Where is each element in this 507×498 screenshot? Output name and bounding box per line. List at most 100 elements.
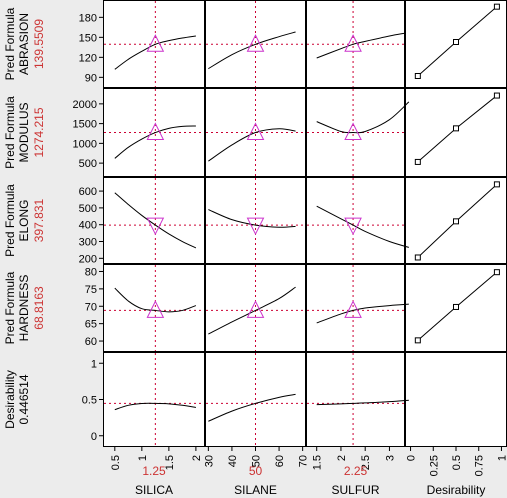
- desirability-handle[interactable]: [414, 254, 421, 261]
- optimum-marker: [246, 122, 265, 141]
- x-tick-label: 40: [227, 455, 239, 467]
- y-tick-label: 180: [79, 12, 97, 24]
- response-name: HARDNESS: [17, 275, 31, 342]
- y-tick-label: 500: [79, 203, 97, 215]
- y-tick-label: 300: [79, 237, 97, 249]
- plot-panel[interactable]: [103, 264, 205, 352]
- profile-curve: [114, 287, 197, 313]
- response-label: Pred Formula: [3, 271, 17, 344]
- optimum-marker: [344, 300, 362, 318]
- y-tick-label: 600: [79, 186, 97, 198]
- y-tick-label: 0.5: [82, 395, 97, 407]
- response-name: MODULUS: [17, 102, 31, 162]
- y-tick-label: 500: [79, 158, 97, 170]
- optimum-marker: [246, 34, 265, 52]
- optimum-marker: [246, 300, 265, 318]
- plot-panel[interactable]: [103, 177, 205, 264]
- profile-curve: [208, 209, 296, 228]
- optimum-marker: [146, 217, 165, 236]
- optimum-marker: [146, 300, 165, 318]
- response-name: ABRASION: [17, 13, 31, 75]
- x-tick-label: 50: [251, 455, 263, 467]
- response-value: 68.8163: [32, 286, 46, 330]
- y-tick-label: 0: [91, 431, 97, 443]
- profile-curve: [316, 32, 405, 59]
- profile-curve: [114, 192, 197, 249]
- y-tick-label: 60: [85, 336, 97, 348]
- response-value: 0.446514: [17, 374, 31, 424]
- response-label: Pred Formula: [3, 96, 17, 169]
- response-label: Pred Formula: [3, 184, 17, 257]
- factor-name: SILANE: [234, 483, 277, 497]
- response-label: Desirability: [3, 370, 17, 429]
- plot-panel[interactable]: [306, 352, 405, 447]
- response-value: 397.831: [32, 198, 46, 242]
- optimum-marker: [246, 217, 265, 236]
- desirability-handle[interactable]: [493, 3, 500, 10]
- y-tick-label: 1500: [73, 119, 97, 131]
- x-tick-label: 60: [274, 455, 286, 467]
- profile-curve: [316, 399, 409, 406]
- desirability-handle[interactable]: [414, 73, 421, 79]
- x-tick-label: 1: [137, 455, 149, 461]
- y-tick-label: 80: [85, 266, 97, 278]
- y-tick-label: 75: [85, 284, 97, 296]
- y-tick-label: 1: [91, 358, 97, 370]
- x-tick-label: 0.5: [451, 455, 463, 470]
- plot-panel[interactable]: [306, 177, 405, 264]
- desirability-handle[interactable]: [453, 218, 459, 225]
- y-tick-label: 2000: [73, 99, 97, 111]
- profile-curve: [316, 101, 410, 134]
- optimum-marker: [344, 217, 362, 236]
- y-tick-label: 400: [79, 220, 97, 232]
- optimum-marker: [344, 34, 362, 52]
- profile-curve: [316, 303, 409, 324]
- optimum-marker: [146, 122, 165, 141]
- desirability-handle[interactable]: [493, 181, 500, 188]
- factor-name: Desirability: [427, 483, 486, 497]
- x-tick-label: 0: [406, 455, 418, 461]
- profile-curve: [208, 393, 296, 422]
- x-tick-label: 3: [384, 455, 396, 461]
- profile-curve: [114, 402, 196, 411]
- response-value: 1274.215: [32, 107, 46, 157]
- response-name: ELONG: [17, 199, 31, 241]
- factor-current-value: 50: [249, 464, 263, 478]
- x-tick-label: 70: [298, 455, 310, 467]
- desirability-handle[interactable]: [453, 303, 459, 310]
- response-label: Pred Formula: [3, 7, 17, 80]
- plot-panel[interactable]: [405, 352, 507, 447]
- plot-panel[interactable]: [306, 264, 405, 352]
- factor-current-value: 1.25: [142, 464, 166, 478]
- factor-name: SULFUR: [331, 483, 379, 497]
- plot-panel[interactable]: [205, 177, 306, 264]
- desirability-handle[interactable]: [493, 92, 500, 99]
- desirability-handle[interactable]: [414, 158, 421, 165]
- x-tick-label: 1.5: [312, 455, 324, 470]
- optimum-marker: [344, 122, 362, 141]
- plot-panel[interactable]: [405, 88, 507, 177]
- factor-current-value: 2.25: [344, 464, 368, 478]
- plot-panel[interactable]: [103, 352, 205, 447]
- desirability-handle[interactable]: [453, 125, 459, 132]
- y-tick-label: 90: [85, 72, 97, 84]
- y-tick-label: 150: [79, 32, 97, 44]
- desirability-handle[interactable]: [414, 337, 421, 344]
- desirability-handle[interactable]: [493, 269, 500, 276]
- optimum-marker: [146, 34, 165, 52]
- x-tick-label: 2: [336, 455, 348, 461]
- profile-curve: [208, 31, 296, 70]
- x-tick-label: 0.25: [428, 455, 440, 476]
- profile-curve: [208, 286, 296, 335]
- y-tick-label: 1000: [73, 138, 97, 150]
- x-tick-label: 0.5: [110, 455, 122, 470]
- desirability-handle[interactable]: [453, 39, 459, 45]
- x-tick-label: 30: [203, 455, 215, 467]
- plot-panel[interactable]: [205, 264, 306, 352]
- factor-name: SILICA: [135, 483, 173, 497]
- profile-curve: [114, 35, 196, 70]
- x-tick-label: 2.5: [360, 455, 372, 470]
- response-value: 139.5509: [32, 19, 46, 69]
- x-tick-label: 0.75: [474, 455, 486, 476]
